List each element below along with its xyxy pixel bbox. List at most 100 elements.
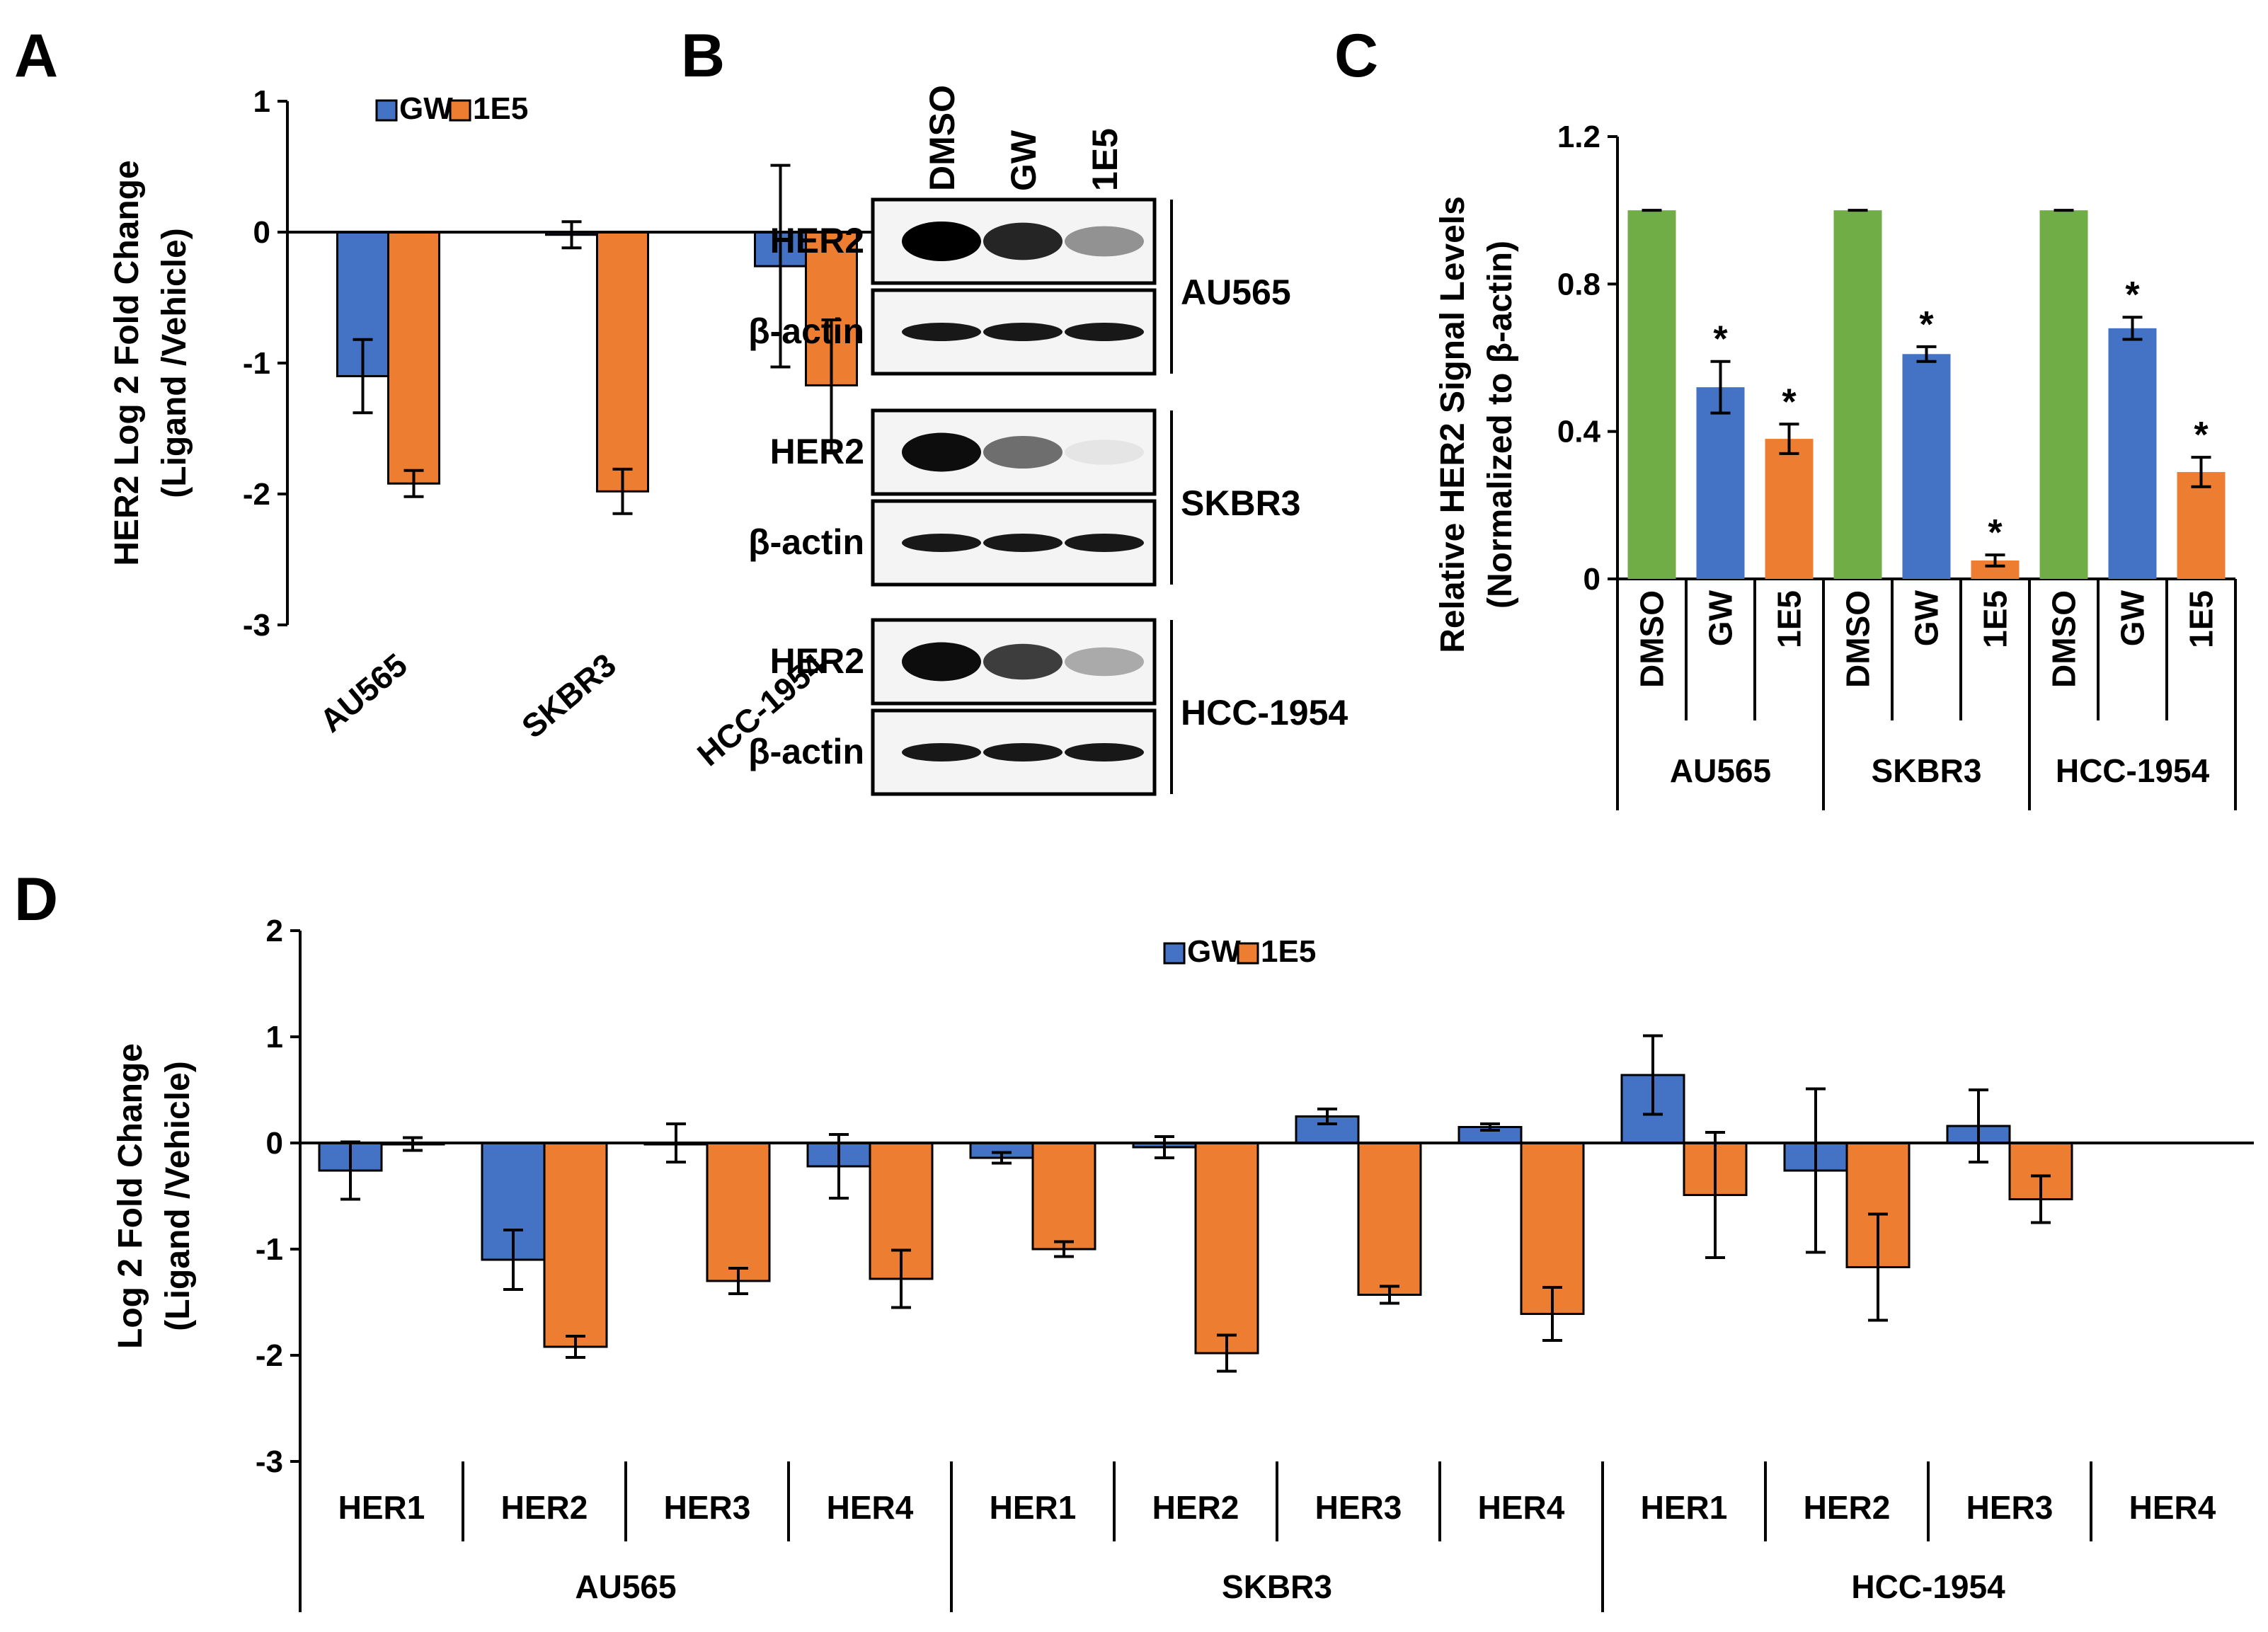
x-subcategory-label: HER1 <box>1641 1489 1728 1526</box>
lane-label-gw: GW <box>1004 130 1043 191</box>
y-tick-label: 0 <box>1583 562 1600 597</box>
panel-d-chart: 2 1 0 -1 -2 -3 HER1 HER2 HER3 HER4 AU565 HER1 HER2 HE… <box>112 914 2254 1612</box>
legend-swatch-0 <box>1163 942 1186 965</box>
y-tick-label: 2 <box>266 914 283 948</box>
significance-marker: * <box>1919 304 1934 345</box>
x-subcategory-label: HER3 <box>1966 1489 2054 1526</box>
blot-row-label-actin: β-actin <box>748 732 864 771</box>
bar-1e5 <box>387 231 440 485</box>
significance-marker: * <box>2194 415 2209 456</box>
significance-marker: * <box>1988 512 2003 553</box>
bar-1e5 <box>2177 471 2226 579</box>
x-bar-label: GW <box>2114 590 2151 646</box>
x-subcategory-label: HER2 <box>501 1489 588 1526</box>
band-her2 <box>902 222 981 261</box>
band-actin <box>983 323 1063 341</box>
bar-1e5 <box>596 231 649 493</box>
blot-cell-line-label: SKBR3 <box>1181 483 1300 523</box>
x-group-label: SKBR3 <box>1222 1568 1332 1605</box>
y-tick-label: 1 <box>253 84 270 119</box>
y-tick-label: -2 <box>256 1338 283 1373</box>
blot-row-label-her2: HER2 <box>770 641 864 681</box>
lane-label-dmso: DMSO <box>922 85 962 191</box>
band-actin <box>1065 534 1144 552</box>
bar-1e5 <box>543 1142 608 1348</box>
band-her2 <box>1065 439 1144 465</box>
y-axis-title-line2: (Ligand /Vehicle) <box>156 228 193 498</box>
legend-label-1: 1E5 <box>473 91 528 126</box>
y-tick-label: -2 <box>243 477 270 512</box>
bar-gw <box>2108 328 2157 579</box>
legend-swatch-1 <box>1237 942 1259 965</box>
y-tick-label: -3 <box>256 1444 283 1479</box>
x-subcategory-label: HER4 <box>1478 1489 1565 1526</box>
panel-letter-a: A <box>14 22 58 90</box>
blot-cell-line-label: AU565 <box>1181 272 1291 312</box>
x-bar-label: GW <box>1908 590 1945 646</box>
y-tick-label: 0.4 <box>1557 415 1601 449</box>
panel-letter-b: B <box>681 22 725 90</box>
legend-label-1: 1E5 <box>1261 934 1316 969</box>
y-tick-label: -3 <box>243 608 270 643</box>
bar-1e5 <box>1031 1142 1096 1251</box>
x-subcategory-label: HER3 <box>1315 1489 1402 1526</box>
band-actin <box>1065 323 1144 341</box>
bar-1e5 <box>1194 1142 1259 1355</box>
bar-dmso <box>1627 210 1676 580</box>
y-tick-label: 1 <box>266 1020 283 1055</box>
x-bar-label: DMSO <box>1634 590 1671 688</box>
x-subcategory-label: HER1 <box>338 1489 425 1526</box>
x-group-label: AU565 <box>575 1568 676 1605</box>
legend-swatch-1 <box>449 99 471 122</box>
panel-b-western-blot: DMSO GW 1E5 HER2 β-actin AU565 HER2 β-actin SKBR… <box>748 85 1348 796</box>
y-axis-title: Relative HER2 Signal Levels <box>1434 196 1472 653</box>
panel-letter-c: C <box>1334 22 1378 90</box>
bar-gw <box>1696 387 1745 579</box>
x-bar-label: GW <box>1702 590 1739 646</box>
blot-row-label-her2: HER2 <box>770 432 864 471</box>
bar-1e5 <box>706 1142 771 1282</box>
blot-cell-line-label: HCC-1954 <box>1181 693 1348 732</box>
band-actin <box>902 743 981 762</box>
bar-dmso <box>1833 210 1882 580</box>
x-group-label: AU565 <box>1670 752 1771 789</box>
panel-c-chart: 1.2 0.8 0.4 0 DMSO * GW * 1E5 AU565 DMSO * GW * 1E5 SKB… <box>1434 120 2237 810</box>
significance-marker: * <box>1713 319 1728 360</box>
band-her2 <box>1065 647 1144 677</box>
x-bar-label: 1E5 <box>1977 590 2014 648</box>
x-subcategory-label: HER4 <box>827 1489 914 1526</box>
x-subcategory-label: HER3 <box>664 1489 751 1526</box>
band-actin <box>1065 743 1144 762</box>
band-her2 <box>1065 226 1144 257</box>
band-her2 <box>983 643 1063 680</box>
x-category-label: AU565 <box>313 646 414 740</box>
blot-row-label-actin: β-actin <box>748 522 864 562</box>
y-axis-title-line2: (Normalized to β-actin) <box>1482 241 1519 609</box>
bar-1e5 <box>1357 1142 1422 1296</box>
band-actin <box>983 534 1063 552</box>
band-her2 <box>902 432 981 472</box>
x-group-label: HCC-1954 <box>2056 752 2210 789</box>
panel-letter-d: D <box>14 866 58 933</box>
y-axis-title-line2: (Ligand /Vehicle) <box>159 1061 197 1331</box>
y-axis-title: HER2 Log 2 Fold Change <box>108 160 146 565</box>
y-tick-label: -1 <box>256 1232 283 1267</box>
x-subcategory-label: HER2 <box>1152 1489 1239 1526</box>
blot-row-label-her2: HER2 <box>770 221 864 260</box>
legend-swatch-0 <box>375 99 398 122</box>
bar-gw <box>1902 354 1951 579</box>
x-subcategory-label: HER4 <box>2129 1489 2216 1526</box>
x-category-label: SKBR3 <box>515 646 623 745</box>
x-group-label: SKBR3 <box>1872 752 1982 789</box>
x-bar-label: 1E5 <box>1771 590 1808 648</box>
y-tick-label: 0 <box>266 1126 283 1161</box>
band-her2 <box>902 642 981 682</box>
band-actin <box>902 323 981 341</box>
band-her2 <box>983 435 1063 469</box>
lane-label-1e5: 1E5 <box>1085 128 1125 191</box>
x-bar-label: DMSO <box>1840 590 1877 688</box>
band-her2 <box>983 222 1063 260</box>
significance-marker: * <box>1782 381 1797 423</box>
band-actin <box>983 743 1063 762</box>
x-group-label: HCC-1954 <box>1851 1568 2005 1605</box>
